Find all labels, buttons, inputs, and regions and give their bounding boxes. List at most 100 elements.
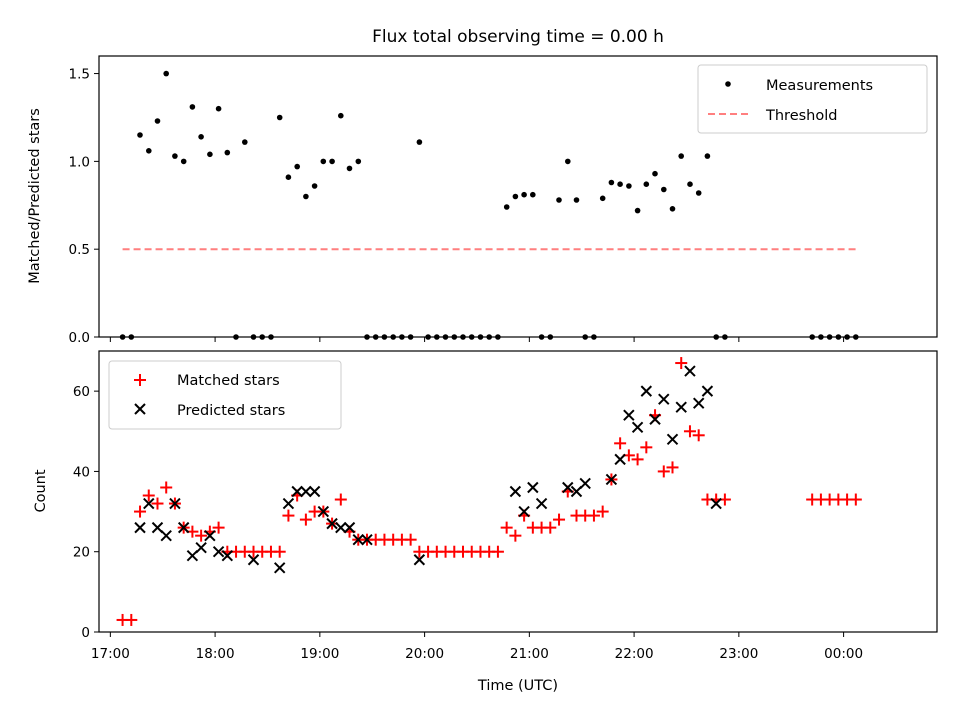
measurement-point <box>276 114 283 121</box>
matched-star-point <box>849 493 862 506</box>
measurement-point <box>146 148 152 154</box>
predicted-star-point <box>413 554 426 566</box>
chart-title: Flux total observing time = 0.00 h <box>372 27 664 47</box>
bottom-axes-frame <box>98 350 938 633</box>
matched-star-point <box>282 509 295 522</box>
bottom-legend-frame <box>108 360 342 430</box>
predicted-x-b <box>570 485 583 498</box>
matched-star-point <box>666 461 679 474</box>
matched-star-point <box>544 521 557 534</box>
predicted-x-b <box>579 477 591 490</box>
predicted-x-b <box>535 497 548 510</box>
predicted-star-point <box>361 533 373 546</box>
predicted-star-point <box>186 550 199 562</box>
predicted-star-point <box>343 521 356 534</box>
top-y-tick-label: 0.0 <box>69 330 90 346</box>
predicted-x-b <box>509 485 522 498</box>
measurement-point <box>530 191 536 198</box>
predicted-x-b <box>631 421 644 433</box>
matched-star-point <box>657 465 670 478</box>
matched-star-point <box>596 505 609 518</box>
measurement-point <box>224 149 231 156</box>
measurement-point <box>503 204 510 210</box>
predicted-x-b <box>204 529 216 542</box>
measurement-point <box>207 151 213 158</box>
predicted-x-b <box>151 521 164 534</box>
predicted-star-point <box>273 562 286 574</box>
predicted-star-point <box>710 497 722 510</box>
predicted-x-b <box>614 453 626 466</box>
predicted-star-point <box>675 401 687 413</box>
measurement-point <box>669 206 676 212</box>
predicted-star-point <box>195 541 207 554</box>
measurement-point <box>311 183 318 189</box>
bottom-y-ticks: 0 20 40 60 <box>73 384 99 641</box>
legend-matched-marker <box>134 374 146 386</box>
predicted-star-point <box>247 554 260 566</box>
measurement-point <box>695 190 702 196</box>
legend-measurements-label: Measurements <box>766 78 873 94</box>
predicted-star-point <box>509 485 522 498</box>
measurement-point <box>285 174 292 180</box>
predicted-x-b <box>518 505 530 518</box>
predicted-x-b <box>177 521 190 534</box>
bottom-y-tick-label: 20 <box>73 545 90 561</box>
bottom-y-axis-label: Count <box>33 469 49 512</box>
measurement-point <box>215 105 222 112</box>
predicted-star-point <box>143 497 155 510</box>
predicted-x-b <box>658 393 670 405</box>
measurement-point <box>556 197 562 203</box>
predicted-star-point <box>570 485 583 498</box>
bottom-panel: 0 20 40 60 17:00 18:00 19:00 20:00 21:00 22:00 23… <box>33 350 938 694</box>
matched-star-point <box>273 545 286 558</box>
measurement-point <box>643 181 650 187</box>
measurement-point <box>521 191 527 198</box>
predicted-star-point <box>134 521 146 534</box>
matched-star-point <box>299 513 312 526</box>
x-tick-label: 23:00 <box>719 646 758 662</box>
predicted-star-point <box>300 485 312 498</box>
predicted-star-point <box>649 413 661 425</box>
predicted-star-point <box>160 529 172 542</box>
matched-star-point <box>614 437 627 450</box>
top-y-ticks: 0.0 0.5 1.0 1.5 <box>69 67 99 346</box>
predicted-x-b <box>666 433 679 446</box>
predicted-x-b <box>361 533 373 546</box>
predicted-x-b <box>221 550 234 562</box>
measurement-point <box>617 181 623 187</box>
measurement-point <box>687 181 693 187</box>
x-tick-label: 22:00 <box>615 646 654 662</box>
predicted-x-b <box>710 497 722 510</box>
predicted-star-point <box>631 421 644 433</box>
measurement-point <box>346 165 353 172</box>
matched-star-point <box>134 505 147 518</box>
predicted-star-point <box>352 533 364 546</box>
predicted-star-point <box>684 365 696 377</box>
top-legend: Measurements Threshold <box>697 64 928 134</box>
top-legend-frame <box>697 64 928 134</box>
matched-star-point <box>195 529 208 542</box>
bottom-plot-marks <box>116 357 862 626</box>
measurement-point <box>661 186 667 193</box>
predicted-star-point <box>291 485 303 498</box>
predicted-star-point <box>579 477 591 490</box>
matched-star-point <box>151 497 164 510</box>
predicted-x-b <box>247 554 260 566</box>
x-tick-label: 21:00 <box>510 646 549 662</box>
predicted-star-point <box>527 481 539 494</box>
predicted-star-point <box>692 397 705 409</box>
matched-star-point <box>683 425 696 438</box>
bottom-legend: Matched stars Predicted stars <box>108 360 342 430</box>
measurement-point <box>416 139 423 145</box>
measurement-point <box>303 193 309 200</box>
matched-star-point <box>334 493 347 506</box>
measurement-point <box>704 153 711 159</box>
top-x-ticks <box>109 337 845 342</box>
x-tick-label: 20:00 <box>405 646 444 662</box>
predicted-x-b <box>195 541 207 554</box>
measurement-point <box>512 193 519 200</box>
predicted-star-point <box>212 546 225 558</box>
x-tick-label: 17:00 <box>91 646 130 662</box>
predicted-star-point <box>701 385 714 397</box>
matched-star-point <box>640 441 653 454</box>
